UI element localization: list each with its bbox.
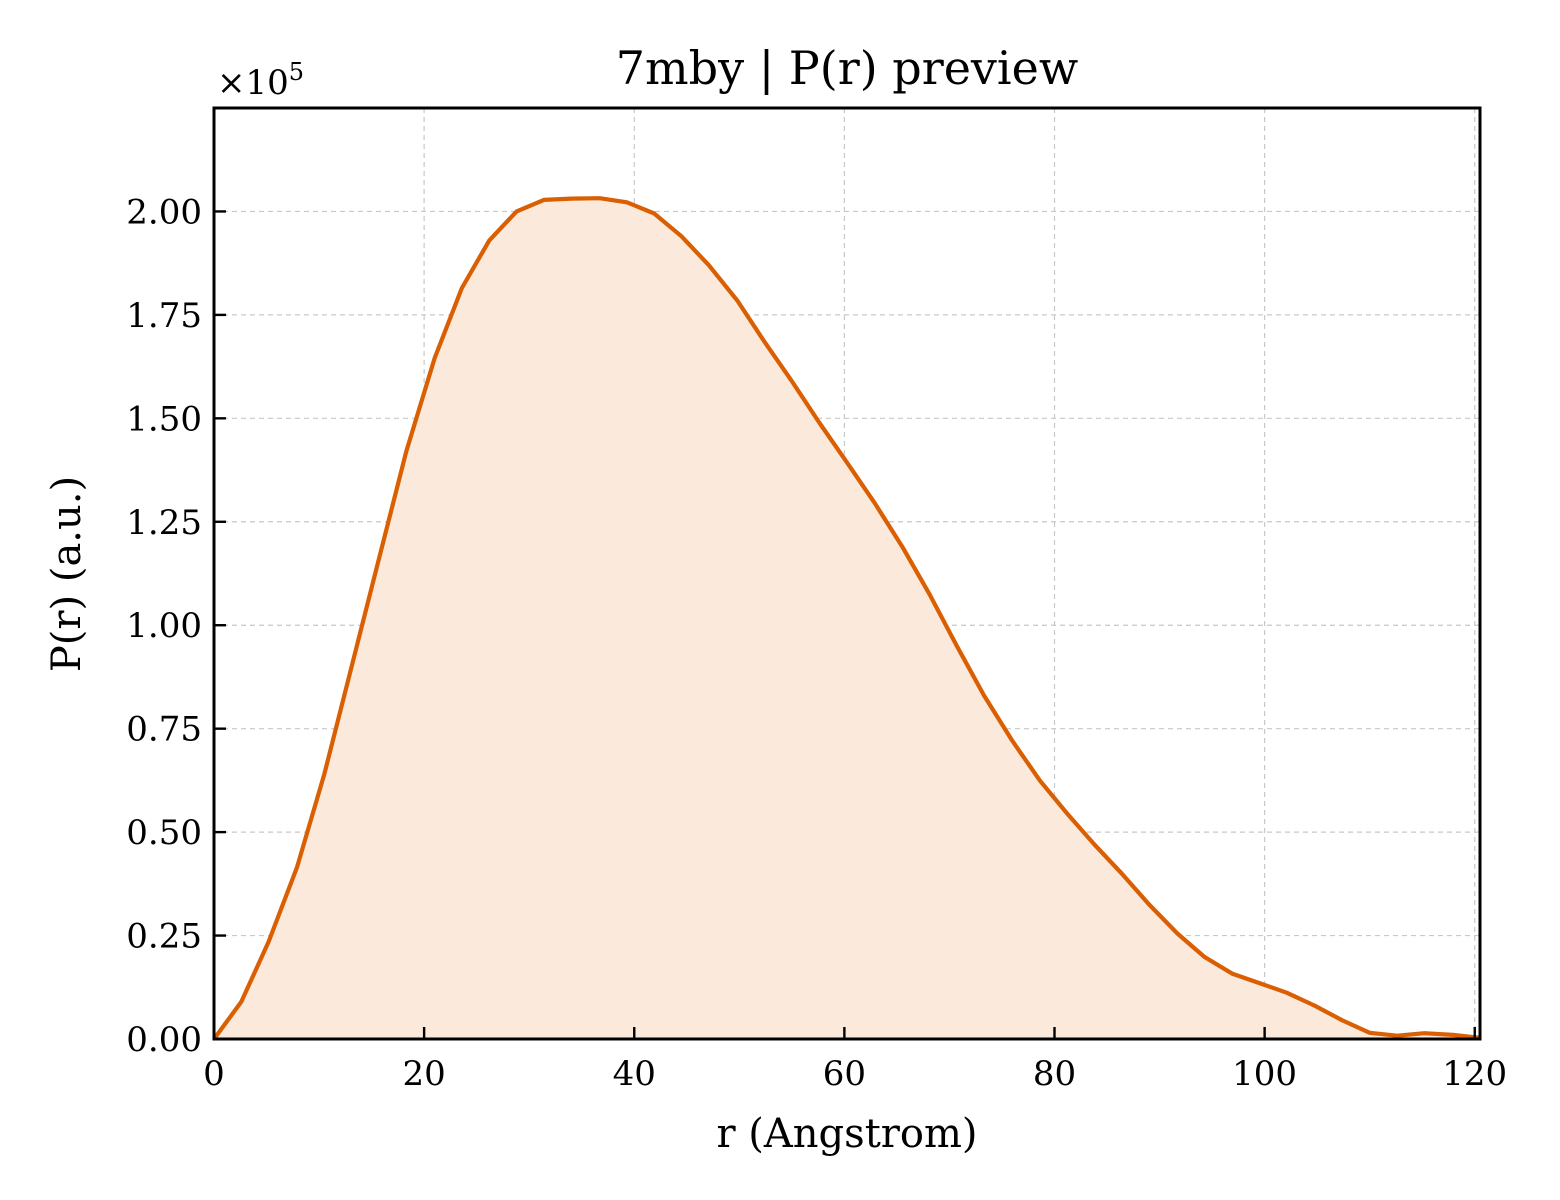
x-tick-label: 0 [203,1054,225,1094]
x-tick-label: 100 [1232,1054,1297,1094]
x-tick-label: 60 [823,1054,866,1094]
y-tick-label: 0.75 [126,710,202,750]
axis-ticks [212,210,1476,1041]
y-multiplier: ×105 [217,58,304,103]
x-axis-label: r (Angstrom) [716,1111,977,1157]
x-tick-label: 80 [1033,1054,1076,1094]
y-tick-label: 1.75 [126,296,202,336]
x-tick-label: 40 [613,1054,656,1094]
y-axis-label: P(r) (a.u.) [44,476,90,672]
chart-title: 7mby | P(r) preview [616,41,1078,95]
y-multiplier-exponent: 5 [289,58,304,86]
y-tick-label: 0.00 [126,1020,202,1060]
x-tick-label: 120 [1442,1054,1507,1094]
pr-series-line [212,196,1481,1041]
y-tick-label: 1.00 [126,606,202,646]
y-multiplier-base: ×10 [217,63,289,103]
y-tick-label: 2.00 [126,192,202,232]
tick-labels: 0 20 40 60 80 100 120 0.00 0.25 0.50 0.75 1.00 1.25 1… [126,192,1507,1094]
x-tick-label: 20 [402,1054,445,1094]
y-tick-label: 0.50 [126,813,202,853]
pr-area-fill [214,198,1480,1039]
y-tick-label: 0.25 [126,917,202,957]
y-tick-label: 1.25 [126,503,202,543]
plot-frame [212,106,1482,1041]
y-tick-label: 1.50 [126,399,202,439]
